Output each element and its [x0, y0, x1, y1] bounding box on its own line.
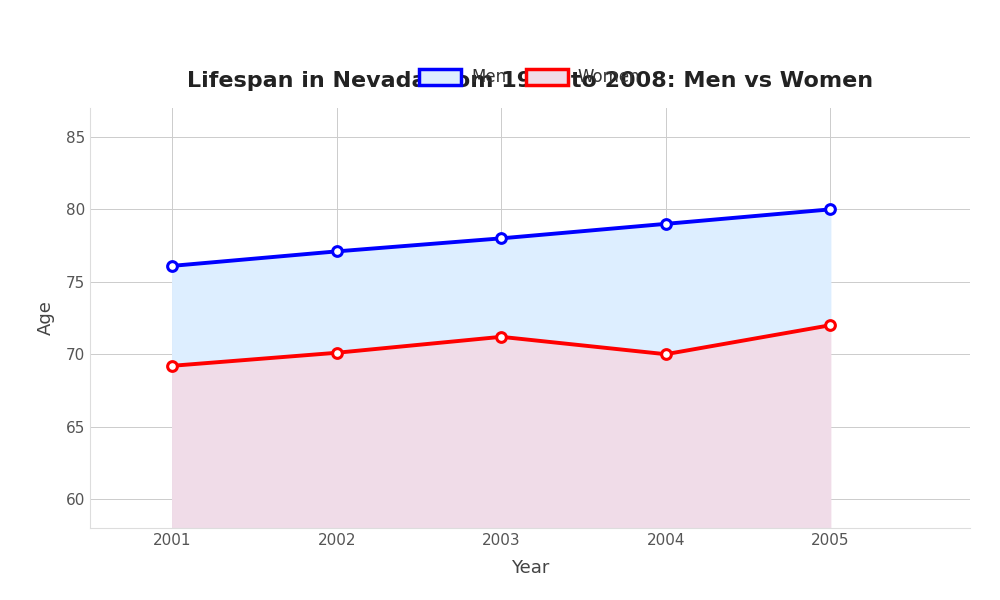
X-axis label: Year: Year — [511, 559, 549, 577]
Legend: Men, Women: Men, Women — [413, 62, 647, 93]
Y-axis label: Age: Age — [37, 301, 55, 335]
Title: Lifespan in Nevada from 1976 to 2008: Men vs Women: Lifespan in Nevada from 1976 to 2008: Me… — [187, 71, 873, 91]
